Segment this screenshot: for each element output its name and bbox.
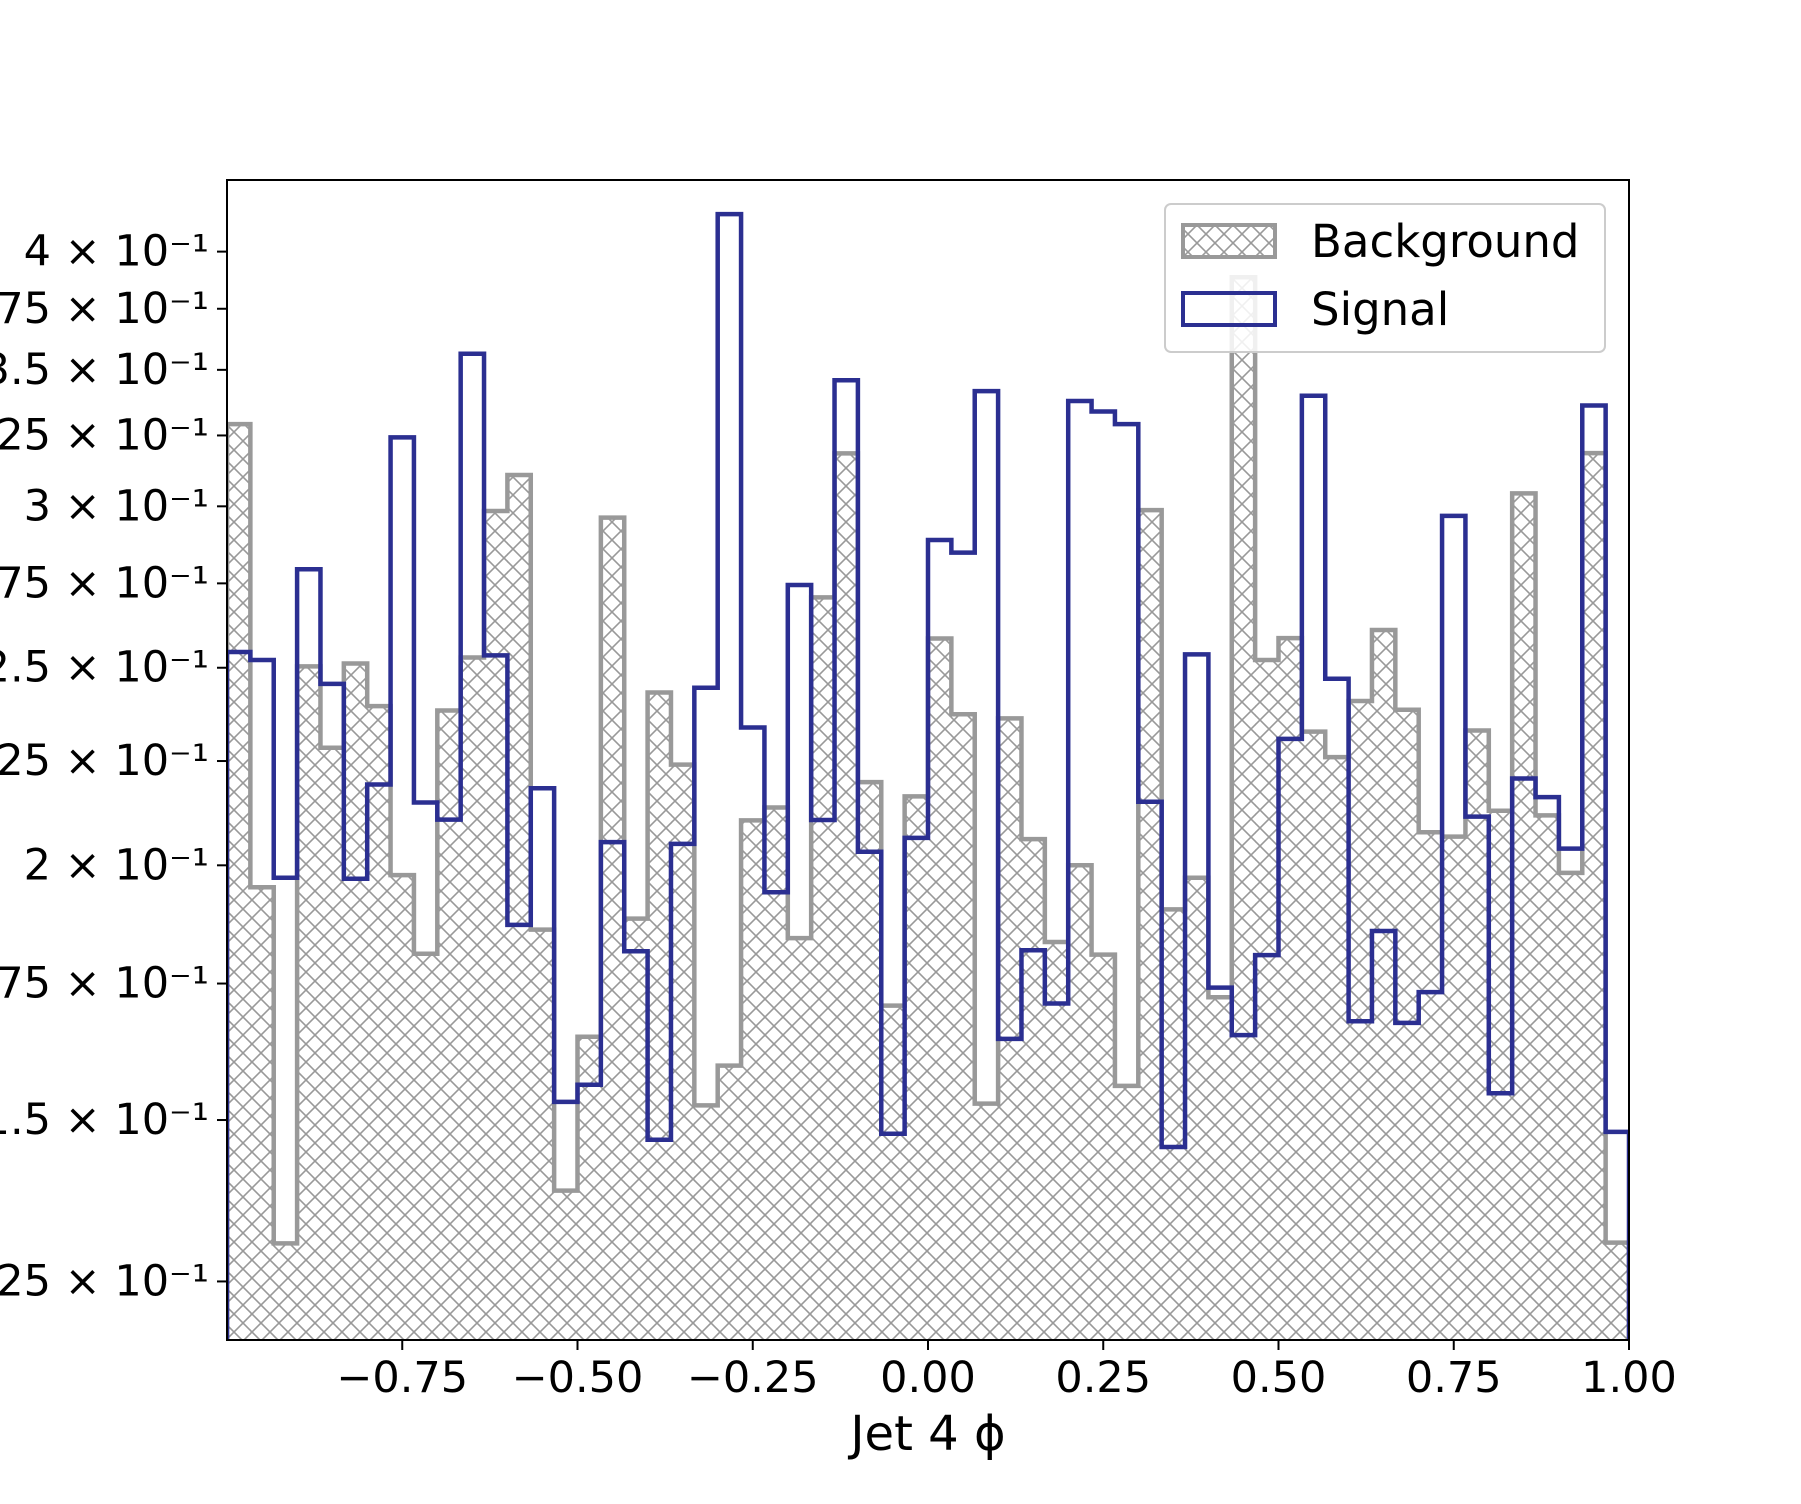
bar-background: [741, 820, 766, 1340]
legend: Background Signal: [1164, 203, 1606, 353]
y-tick-label: 3.25 × 10⁻¹: [0, 410, 209, 460]
bar-background: [647, 692, 672, 1340]
bar-background: [1231, 277, 1256, 1340]
bar-background: [367, 706, 392, 1340]
legend-swatch-background: [1181, 223, 1277, 259]
bar-background: [343, 663, 368, 1340]
x-tick-label: 0.75: [1406, 1353, 1502, 1403]
bar-background: [1325, 757, 1350, 1340]
bar-background: [1138, 510, 1163, 1340]
bar-background: [460, 657, 485, 1340]
x-tick-label: 0.00: [880, 1353, 976, 1403]
bar-background: [998, 718, 1023, 1340]
bar-background: [1418, 832, 1443, 1340]
bar-background: [717, 1065, 742, 1340]
y-tick-label: 2.75 × 10⁻¹: [0, 558, 209, 608]
bar-background: [670, 764, 695, 1340]
y-tick-label: 3.75 × 10⁻¹: [0, 284, 209, 334]
bar-background: [1488, 810, 1513, 1340]
bar-background: [1605, 1242, 1629, 1340]
bar-background: [787, 938, 812, 1340]
bar-background: [1068, 865, 1093, 1340]
bar-background: [297, 666, 322, 1340]
bar-background: [437, 710, 462, 1340]
bar-background: [530, 929, 555, 1340]
bar-background: [1371, 629, 1396, 1340]
y-axis: 1.25 × 10⁻¹ 1.5 × 10⁻¹ 1.75 × 10⁻¹ 2 × 10⁻¹…: [0, 227, 227, 1306]
bar-background: [1044, 942, 1069, 1340]
y-tick-label: 3.5 × 10⁻¹: [0, 345, 209, 395]
x-tick-label: −0.75: [336, 1353, 468, 1403]
y-tick-label: 2.5 × 10⁻¹: [0, 643, 209, 693]
series-signal: [227, 211, 1629, 1340]
bar-background: [1558, 872, 1583, 1340]
bar-background: [694, 1105, 719, 1340]
bar-background: [764, 807, 789, 1340]
legend-label-signal: Signal: [1311, 283, 1449, 336]
bar-background: [250, 887, 275, 1340]
bar-background: [974, 1103, 999, 1340]
bar-background: [1185, 877, 1209, 1340]
bar-background: [600, 517, 625, 1340]
bar-background: [507, 475, 532, 1340]
bar-background: [624, 918, 649, 1340]
bar-background: [577, 1036, 602, 1340]
plot-area: [227, 211, 1629, 1340]
bar-background: [1021, 839, 1046, 1340]
bar-background: [1535, 815, 1560, 1340]
bar-background: [413, 953, 438, 1340]
x-tick-label: 1.00: [1581, 1353, 1677, 1403]
bar-background: [1582, 453, 1607, 1340]
bar-background: [951, 714, 976, 1340]
bar-background: [1255, 659, 1280, 1340]
legend-label-background: Background: [1311, 215, 1579, 268]
bar-background: [1442, 836, 1467, 1340]
x-axis: −0.75 −0.50 −0.25 0.00 0.25 0.50 0.75 1.00: [336, 1340, 1677, 1403]
bar-background: [811, 597, 836, 1340]
bar-background: [1301, 731, 1326, 1340]
step-line-signal: [227, 211, 1629, 1340]
bar-background: [1161, 909, 1186, 1340]
bar-background: [484, 511, 508, 1340]
y-tick-label: 1.25 × 10⁻¹: [0, 1256, 209, 1306]
bar-background: [1091, 954, 1116, 1340]
y-tick-label: 2 × 10⁻¹: [24, 840, 209, 890]
x-axis-label: Jet 4 ϕ: [847, 1406, 1005, 1462]
bar-background: [273, 1243, 298, 1340]
y-tick-label: 2.25 × 10⁻¹: [0, 736, 209, 786]
bar-background: [834, 453, 859, 1340]
y-tick-label: 1.75 × 10⁻¹: [0, 959, 209, 1009]
x-tick-label: 0.25: [1055, 1353, 1151, 1403]
legend-swatch-signal: [1181, 291, 1277, 327]
x-tick-label: −0.25: [687, 1353, 819, 1403]
bar-background: [227, 424, 251, 1340]
bar-background: [1278, 638, 1303, 1340]
bar-background: [928, 638, 952, 1340]
bar-background: [857, 782, 882, 1340]
y-tick-label: 4 × 10⁻¹: [24, 227, 209, 277]
bar-background: [881, 1005, 906, 1340]
bar-background: [1114, 1085, 1139, 1340]
bar-background: [1512, 493, 1537, 1340]
x-tick-label: 0.50: [1231, 1353, 1327, 1403]
y-tick-label: 1.5 × 10⁻¹: [0, 1095, 209, 1145]
bar-background: [320, 747, 345, 1340]
bar-background: [390, 875, 415, 1340]
x-tick-label: −0.50: [512, 1353, 644, 1403]
bar-background: [1208, 997, 1233, 1340]
y-tick-label: 3 × 10⁻¹: [24, 481, 209, 531]
bar-background: [904, 796, 929, 1340]
bar-background: [1465, 730, 1490, 1340]
bar-background: [554, 1190, 579, 1340]
